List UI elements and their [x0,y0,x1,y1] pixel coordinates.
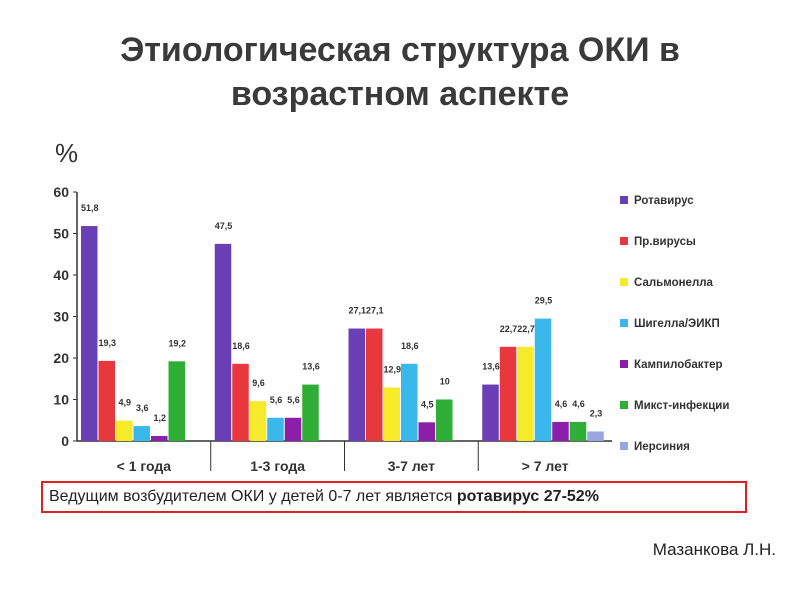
legend-swatch [620,401,628,409]
bar [232,363,249,441]
bar [517,346,534,441]
legend-label: Ротавирус [634,195,694,207]
bar [249,401,267,441]
bar [552,421,569,441]
data-label: 19,3 [98,338,116,348]
bar [168,361,185,441]
data-label: 5,6 [287,395,300,405]
title-line-1: Этиологическая структура ОКИ в [120,31,680,69]
legend-swatch [620,319,628,327]
legend-swatch [620,360,628,368]
data-label: 4,6 [572,399,585,409]
callout-highlight: ротавирус 27-52% [456,488,599,505]
data-label: 13,6 [302,362,320,372]
bar [98,360,115,441]
bar [133,426,150,441]
y-tick-label: 50 [53,226,69,242]
legend-swatch [620,442,628,450]
bar [534,318,552,441]
y-tick-label: 40 [53,267,69,283]
author-name: Мазанкова Л.Н. [652,540,776,559]
bar [151,436,168,441]
data-label: 13,6 [482,362,500,372]
legend-label: Шигелла/ЭИКП [634,318,720,330]
bar [499,346,517,441]
data-label: 18,6 [232,341,250,351]
y-tick-label: 60 [53,184,69,200]
legend-swatch [620,237,628,245]
bar [302,384,319,441]
legend-label: Микст-инфекции [634,400,729,412]
data-label: 22,7 [500,324,518,334]
data-label: 47,5 [215,221,233,231]
bar [116,420,133,441]
slide-title: Этиологическая структура ОКИ в возрастно… [0,28,800,116]
data-label: 3,6 [136,403,149,413]
legend-label: Иерсиния [634,441,690,453]
y-tick-label: 0 [61,433,69,449]
bar [418,422,435,441]
legend-label: Пр.вирусы [634,236,696,248]
legend-label: Кампилобактер [634,359,723,371]
data-label: 19,2 [168,338,186,348]
data-label: 27,1 [366,306,384,316]
bar [401,363,418,441]
x-tick-label: 3-7 лет [388,458,435,474]
y-tick-label: 20 [53,350,69,366]
bar [569,421,587,441]
bar [587,431,604,441]
data-label: 10 [440,377,450,387]
bar [284,417,302,441]
y-tick-label: 30 [53,309,69,325]
bar [366,328,383,441]
callout-text: Ведущим возбудителем ОКИ у детей 0-7 лет… [49,488,457,505]
legend-swatch [620,196,628,204]
data-label: 27,1 [348,306,366,316]
data-label: 2,3 [590,408,603,418]
data-label: 22,7 [517,324,535,334]
data-label: 9,6 [252,378,265,388]
conclusion-callout: Ведущим возбудителем ОКИ у детей 0-7 лет… [41,481,747,513]
x-tick-label: < 1 года [117,458,172,474]
data-label: 5,6 [270,395,283,405]
x-tick-label: 1-3 года [250,458,305,474]
y-unit-label: % [55,138,79,168]
title-line-2: возрастном аспекте [230,75,570,113]
data-label: 1,2 [153,413,166,423]
bar [214,243,232,441]
bar-chart: 0 10 20 30 40 50 60 < 1 года 51,8 19,3 4,9 3,6 1,2 19… [53,184,729,474]
data-label: 18,6 [401,341,419,351]
data-label: 4,6 [555,399,568,409]
data-label: 12,9 [383,364,401,374]
bar [348,328,365,441]
legend-label: Сальмонелла [634,277,714,289]
bar [267,417,284,441]
bar [383,387,400,441]
bar [81,226,98,441]
data-label: 4,5 [421,399,434,409]
legend-swatch [620,278,628,286]
data-label: 51,8 [81,203,99,213]
bar [482,384,499,441]
data-label: 4,9 [118,398,131,408]
y-tick-label: 10 [53,392,69,408]
data-label: 29,5 [535,296,553,306]
x-tick-label: > 7 лет [522,458,569,474]
bar [436,399,453,441]
